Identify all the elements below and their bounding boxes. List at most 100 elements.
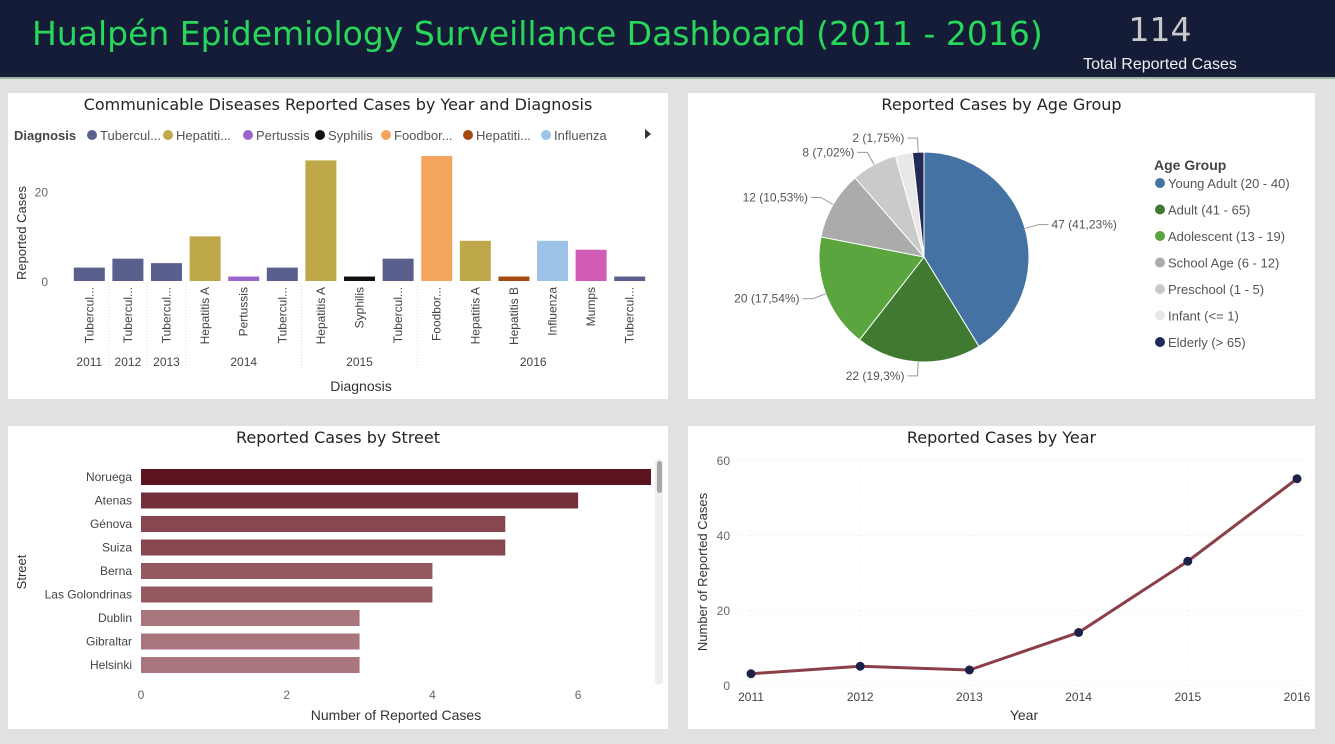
legend-label: Influenza bbox=[554, 128, 608, 143]
y-tick-label: Dublin bbox=[98, 611, 132, 625]
bar bbox=[382, 258, 414, 281]
y-tick-label: 0 bbox=[41, 275, 48, 289]
bar bbox=[537, 240, 568, 281]
bar bbox=[141, 516, 506, 532]
x-tick-label: Tubercul... bbox=[82, 287, 96, 343]
pie-leader-line bbox=[907, 137, 919, 153]
street-chart-panel: Reported Cases by Street Noruega Atenas Gé… bbox=[8, 426, 668, 729]
x-tick-label: Hepatitis B bbox=[507, 287, 521, 345]
year-group-label: 2015 bbox=[346, 355, 373, 369]
y-tick-label: 20 bbox=[717, 604, 731, 618]
legend-label: Adult (41 - 65) bbox=[1168, 203, 1250, 218]
y-axis-label: Reported Cases bbox=[14, 186, 29, 280]
y-tick-label: Atenas bbox=[95, 494, 132, 508]
x-tick-label: Tubercul... bbox=[160, 287, 174, 343]
legend-title: Diagnosis bbox=[14, 128, 76, 143]
bar bbox=[141, 633, 360, 650]
x-tick-label: 4 bbox=[429, 688, 436, 702]
bar bbox=[141, 610, 360, 626]
legend-marker bbox=[381, 130, 391, 140]
dashboard-header: Hualpén Epidemiology Surveillance Dashbo… bbox=[0, 0, 1335, 79]
bar bbox=[305, 160, 337, 281]
bar bbox=[141, 657, 360, 673]
y-tick-label: Gibraltar bbox=[86, 635, 132, 649]
legend-label: Syphilis bbox=[328, 128, 373, 143]
legend-next-icon bbox=[645, 129, 651, 139]
x-axis-label: Number of Reported Cases bbox=[311, 707, 481, 723]
year-group-label: 2011 bbox=[76, 355, 102, 369]
pie-leader-line bbox=[907, 361, 919, 377]
x-tick-label: 0 bbox=[138, 688, 145, 702]
legend-label: Hepatiti... bbox=[176, 128, 231, 143]
bar bbox=[266, 267, 298, 281]
bar bbox=[141, 492, 579, 509]
year-group-label: 2014 bbox=[230, 355, 257, 369]
x-axis-label: Diagnosis bbox=[330, 378, 391, 394]
bar bbox=[344, 276, 375, 281]
legend-marker bbox=[315, 130, 325, 140]
data-point bbox=[964, 665, 974, 675]
dashboard-title: Hualpén Epidemiology Surveillance Dashbo… bbox=[32, 14, 1043, 53]
pie-leader-line bbox=[802, 293, 826, 300]
y-tick-label: Noruega bbox=[86, 470, 132, 484]
y-tick-label: Génova bbox=[90, 517, 132, 531]
data-point bbox=[1074, 628, 1084, 637]
bar bbox=[459, 240, 491, 281]
legend-marker bbox=[1155, 257, 1165, 268]
x-tick-label: 2016 bbox=[1284, 690, 1311, 704]
bar bbox=[112, 258, 144, 281]
legend-marker bbox=[163, 130, 173, 140]
street-chart-scrollbar[interactable] bbox=[655, 459, 663, 685]
y-axis-label: Street bbox=[14, 554, 29, 589]
y-tick-label: 20 bbox=[35, 186, 49, 200]
x-tick-label: Tubercul... bbox=[121, 287, 135, 343]
x-tick-label: 6 bbox=[575, 688, 582, 702]
x-tick-label: Tubercul... bbox=[623, 287, 637, 343]
legend-marker bbox=[463, 130, 473, 140]
legend-marker bbox=[87, 130, 97, 140]
data-point bbox=[1292, 474, 1302, 484]
x-tick-label: Tubercul... bbox=[275, 287, 289, 343]
pie-data-label: 47 (41,23%) bbox=[1052, 218, 1117, 232]
year-line-chart: 0 20 40 60 2011 2012 2013 2014 2015 2016 Year Numbe… bbox=[695, 454, 1311, 723]
x-tick-label: Hepatitis A bbox=[198, 287, 212, 344]
legend-marker bbox=[541, 130, 551, 140]
y-tick-label: Suiza bbox=[102, 541, 132, 555]
bar bbox=[141, 586, 433, 603]
pie-slice bbox=[820, 177, 926, 258]
total-cases-value: 114 bbox=[1128, 10, 1192, 49]
legend-label: Pertussis bbox=[256, 128, 310, 143]
bar bbox=[141, 563, 433, 579]
bar bbox=[189, 236, 221, 281]
age-group-chart-title: Reported Cases by Age Group bbox=[881, 95, 1122, 114]
pie-data-label: 12 (10,53%) bbox=[743, 191, 808, 205]
street-chart-scroll-thumb[interactable] bbox=[657, 461, 662, 493]
legend-label: Adolescent (13 - 19) bbox=[1168, 229, 1285, 244]
x-axis-label: Year bbox=[1010, 707, 1039, 723]
year-chart-panel: Reported Cases by Year 0 20 40 60 2011 2012 20… bbox=[688, 426, 1315, 729]
series-line bbox=[750, 477, 1298, 676]
pie-leader-line bbox=[1024, 224, 1049, 229]
y-tick-label: 60 bbox=[717, 454, 731, 468]
pie-data-label: 22 (19,3%) bbox=[846, 369, 905, 383]
bar bbox=[498, 276, 530, 281]
legend-label: Tubercul... bbox=[100, 128, 161, 143]
y-tick-label: Helsinki bbox=[90, 658, 132, 672]
x-tick-label: Syphilis bbox=[353, 287, 367, 328]
pie-leader-line bbox=[810, 197, 834, 205]
data-point bbox=[1183, 556, 1193, 566]
x-tick-label: 2 bbox=[283, 688, 290, 702]
bar bbox=[73, 267, 105, 281]
pie-data-label: 8 (7,02%) bbox=[802, 145, 854, 159]
data-point bbox=[855, 661, 865, 671]
year-chart-title: Reported Cases by Year bbox=[906, 428, 1097, 447]
legend-marker bbox=[1155, 178, 1165, 188]
bar bbox=[141, 469, 651, 485]
legend-marker bbox=[1155, 337, 1165, 347]
y-tick-label: Berna bbox=[100, 564, 132, 578]
x-tick-label: Pertussis bbox=[237, 287, 251, 336]
x-tick-label: 2012 bbox=[847, 690, 874, 704]
y-tick-label: 0 bbox=[723, 679, 730, 693]
pie-leader-line bbox=[857, 151, 875, 165]
bar bbox=[228, 276, 260, 281]
